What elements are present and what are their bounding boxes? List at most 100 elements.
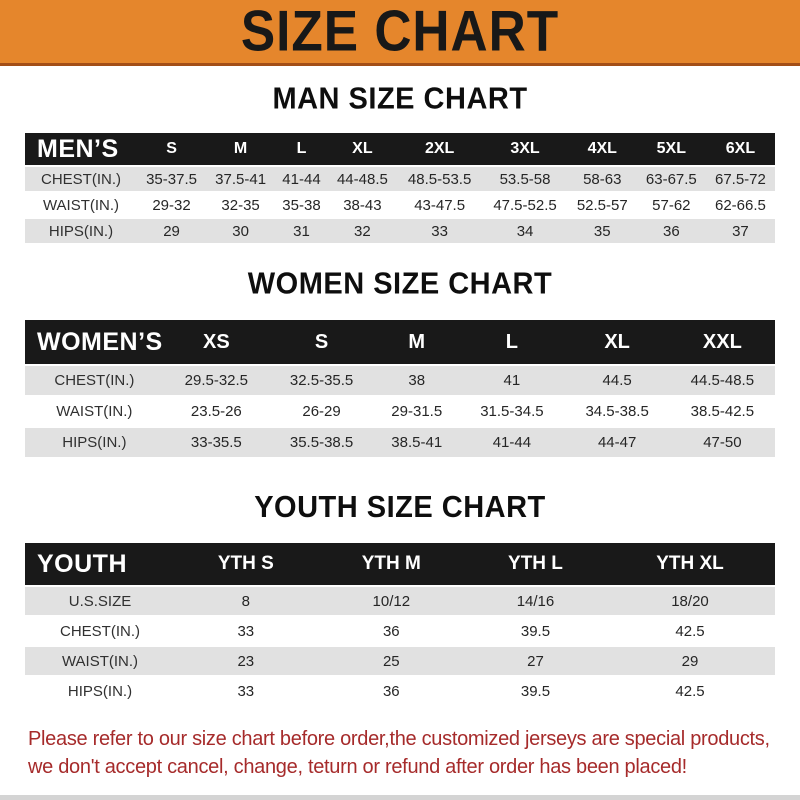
size-cell: 23.5-26 bbox=[163, 397, 269, 426]
row-label: CHEST(IN.) bbox=[25, 167, 137, 191]
size-cell: 27 bbox=[465, 647, 605, 675]
size-cell: 29 bbox=[604, 647, 775, 675]
row-label: HIPS(IN.) bbox=[25, 219, 137, 243]
size-cell: 10/12 bbox=[316, 587, 466, 615]
size-cell: 62-66.5 bbox=[705, 193, 775, 217]
size-chart-sections: MAN SIZE CHART MEN’S S M L XL 2XL 3XL 4XL 5XL 6XL C… bbox=[0, 66, 800, 707]
size-cell: 32-35 bbox=[206, 193, 276, 217]
size-column-header: 3XL bbox=[482, 133, 568, 165]
size-cell: 33-35.5 bbox=[163, 428, 269, 457]
size-cell: 26-29 bbox=[268, 397, 375, 426]
size-cell: 33 bbox=[175, 677, 317, 705]
size-table-head: YOUTH YTH S YTH M YTH L YTH XL bbox=[25, 543, 775, 585]
size-cell: 35.5-38.5 bbox=[268, 428, 375, 457]
size-cell: 36 bbox=[316, 617, 466, 645]
size-column-header: 6XL bbox=[705, 133, 775, 165]
size-table-head: WOMEN’S XS S M L XL XXL bbox=[25, 320, 775, 364]
size-cell: 34 bbox=[482, 219, 568, 243]
size-cell: 34.5-38.5 bbox=[564, 397, 670, 426]
size-cell: 38-43 bbox=[327, 193, 397, 217]
size-cell: 52.5-57 bbox=[567, 193, 637, 217]
size-cell: 33 bbox=[396, 219, 483, 243]
section-heading: WOMEN SIZE CHART bbox=[247, 267, 553, 301]
size-cell: 8 bbox=[175, 587, 317, 615]
size-cell: 43-47.5 bbox=[396, 193, 483, 217]
size-column-header: XXL bbox=[669, 320, 775, 364]
size-cell: 39.5 bbox=[465, 617, 605, 645]
size-cell: 31.5-34.5 bbox=[459, 397, 565, 426]
size-column-header: YTH XL bbox=[604, 543, 775, 585]
table-row: HIPS(IN.) 29 30 31 32 33 34 35 36 37 bbox=[25, 219, 775, 243]
size-cell: 39.5 bbox=[465, 677, 605, 705]
size-cell: 29-31.5 bbox=[374, 397, 460, 426]
size-table-body: CHEST(IN.) 35-37.5 37.5-41 41-44 44-48.5 48.5… bbox=[25, 167, 775, 243]
size-cell: 47.5-52.5 bbox=[482, 193, 568, 217]
table-row: HIPS(IN.) 33-35.5 35.5-38.5 38.5-41 41-44 44-… bbox=[25, 428, 775, 457]
size-table: YOUTH YTH S YTH M YTH L YTH XL U.S.SIZE 8 10/12… bbox=[25, 541, 775, 707]
group-label: YOUTH bbox=[25, 543, 175, 585]
size-column-header: M bbox=[206, 133, 276, 165]
size-cell: 38.5-42.5 bbox=[669, 397, 775, 426]
size-column-header: M bbox=[374, 320, 460, 364]
size-section-1: WOMEN SIZE CHART WOMEN’S XS S M L XL XXL CHEST(I… bbox=[0, 245, 800, 459]
size-cell: 35 bbox=[567, 219, 637, 243]
size-chart-banner: SIZE CHART bbox=[0, 0, 800, 66]
size-cell: 23 bbox=[175, 647, 317, 675]
size-column-header: YTH L bbox=[465, 543, 605, 585]
size-cell: 29-32 bbox=[137, 193, 207, 217]
size-cell: 58-63 bbox=[567, 167, 637, 191]
size-header-row: MEN’S S M L XL 2XL 3XL 4XL 5XL 6XL bbox=[25, 133, 775, 165]
size-column-header: S bbox=[268, 320, 375, 364]
size-header-row: WOMEN’S XS S M L XL XXL bbox=[25, 320, 775, 364]
size-cell: 67.5-72 bbox=[705, 167, 775, 191]
size-cell: 41-44 bbox=[459, 428, 565, 457]
row-label: WAIST(IN.) bbox=[25, 397, 164, 426]
size-column-header: XL bbox=[327, 133, 397, 165]
size-cell: 32 bbox=[327, 219, 397, 243]
size-column-header: 4XL bbox=[567, 133, 637, 165]
size-cell: 42.5 bbox=[604, 677, 775, 705]
size-column-header: YTH M bbox=[316, 543, 466, 585]
size-cell: 47-50 bbox=[669, 428, 775, 457]
disclaimer-line-2: we don't accept cancel, change, teturn o… bbox=[28, 756, 687, 779]
size-cell: 44-47 bbox=[564, 428, 670, 457]
size-cell: 41-44 bbox=[275, 167, 328, 191]
size-column-header: L bbox=[459, 320, 565, 364]
size-column-header: XL bbox=[564, 320, 670, 364]
size-table-body: U.S.SIZE 8 10/12 14/16 18/20 CHEST(IN.) 33 36 39… bbox=[25, 587, 775, 705]
size-cell: 36 bbox=[636, 219, 706, 243]
size-cell: 30 bbox=[206, 219, 276, 243]
size-table: MEN’S S M L XL 2XL 3XL 4XL 5XL 6XL CHEST(IN.) 35-37… bbox=[25, 131, 775, 245]
row-label: WAIST(IN.) bbox=[25, 647, 175, 675]
size-cell: 31 bbox=[275, 219, 328, 243]
size-cell: 38 bbox=[374, 366, 460, 395]
size-section-0: MAN SIZE CHART MEN’S S M L XL 2XL 3XL 4XL 5XL 6XL C… bbox=[0, 66, 800, 245]
size-cell: 42.5 bbox=[604, 617, 775, 645]
size-cell: 18/20 bbox=[604, 587, 775, 615]
size-cell: 35-37.5 bbox=[137, 167, 207, 191]
size-column-header: L bbox=[275, 133, 328, 165]
disclaimer-line-1: Please refer to our size chart before or… bbox=[28, 728, 770, 750]
size-cell: 29 bbox=[137, 219, 207, 243]
row-label: HIPS(IN.) bbox=[25, 677, 175, 705]
row-label: CHEST(IN.) bbox=[25, 617, 175, 645]
disclaimer: Please refer to our size chart before or… bbox=[0, 707, 800, 782]
size-cell: 57-62 bbox=[636, 193, 706, 217]
page-title: SIZE CHART bbox=[240, 0, 560, 64]
size-cell: 44.5-48.5 bbox=[669, 366, 775, 395]
size-cell: 53.5-58 bbox=[482, 167, 568, 191]
size-cell: 44.5 bbox=[564, 366, 670, 395]
table-row: CHEST(IN.) 29.5-32.5 32.5-35.5 38 41 44.5 44.5… bbox=[25, 366, 775, 395]
table-row: WAIST(IN.) 23 25 27 29 bbox=[25, 647, 775, 675]
row-label: HIPS(IN.) bbox=[25, 428, 164, 457]
size-cell: 32.5-35.5 bbox=[268, 366, 375, 395]
section-heading: MAN SIZE CHART bbox=[272, 82, 528, 116]
size-cell: 33 bbox=[175, 617, 317, 645]
size-cell: 25 bbox=[316, 647, 466, 675]
group-label: WOMEN’S bbox=[25, 320, 164, 364]
row-label: CHEST(IN.) bbox=[25, 366, 164, 395]
table-row: WAIST(IN.) 23.5-26 26-29 29-31.5 31.5-34.5 34… bbox=[25, 397, 775, 426]
size-column-header: 5XL bbox=[636, 133, 706, 165]
size-column-header: 2XL bbox=[396, 133, 483, 165]
size-column-header: XS bbox=[163, 320, 269, 364]
